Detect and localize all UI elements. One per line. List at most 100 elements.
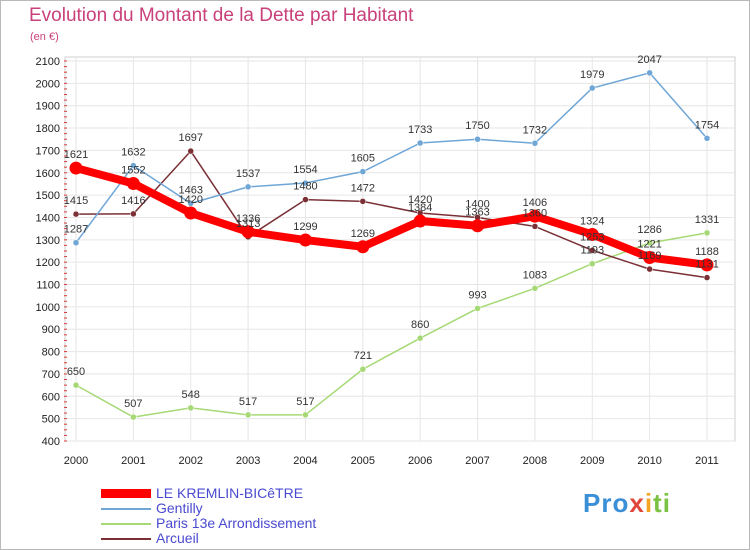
data-point: [531, 223, 539, 230]
x-tick-label: 2008: [523, 455, 547, 467]
data-point: [302, 179, 309, 187]
x-tick-label: 2000: [64, 455, 88, 467]
y-tick-label: 1900: [36, 101, 60, 113]
data-point: [646, 69, 653, 77]
legend-swatch: [101, 523, 151, 525]
data-label: 1083: [523, 269, 547, 281]
data-point: [646, 265, 653, 273]
series-line: [75, 232, 708, 418]
data-label: 1400: [465, 198, 489, 210]
data-label: 1363: [465, 207, 489, 219]
x-tick-label: 2001: [121, 455, 145, 467]
data-point: [585, 227, 599, 241]
data-point: [72, 210, 80, 218]
y-tick-label: 1100: [36, 280, 60, 292]
x-tick-label: 2006: [408, 455, 432, 467]
data-label: 1336: [236, 213, 260, 225]
data-label: 1621: [64, 149, 88, 161]
data-point: [703, 229, 711, 237]
data-label: 1605: [351, 153, 375, 165]
x-tick-label: 2011: [695, 455, 719, 467]
data-point: [531, 285, 539, 292]
series-line: [75, 72, 708, 244]
y-tick-label: 1400: [36, 212, 60, 224]
data-point: [356, 240, 370, 254]
data-point: [359, 198, 367, 205]
data-point: [244, 411, 252, 419]
data-label: 1552: [121, 164, 145, 176]
y-tick-label: 2000: [36, 78, 60, 90]
data-label: 860: [411, 319, 429, 331]
data-label: 1415: [64, 195, 88, 207]
data-label: 1188: [695, 246, 719, 258]
data-point: [187, 404, 194, 412]
x-tick-label: 2004: [293, 455, 317, 467]
chart-subtitle: (en €): [30, 31, 59, 43]
data-label: 1480: [293, 181, 317, 193]
x-tick-label: 2003: [236, 455, 260, 467]
data-point: [646, 239, 653, 247]
data-label: 2047: [637, 54, 661, 66]
data-point: [589, 247, 596, 254]
data-label: 1463: [178, 184, 202, 196]
data-point: [187, 200, 194, 207]
data-point: [416, 334, 424, 342]
data-label: 1420: [178, 194, 202, 206]
data-point: [703, 135, 711, 142]
data-point: [241, 225, 255, 239]
data-label: 1169: [638, 250, 662, 262]
data-point: [471, 219, 485, 233]
data-point: [130, 210, 137, 218]
data-label: 1313: [236, 218, 260, 230]
data-label: 721: [354, 350, 372, 362]
legend-swatch: [101, 538, 151, 540]
legend-swatch: [101, 508, 151, 510]
x-tick-label: 2005: [351, 455, 375, 467]
data-label: 1253: [580, 231, 604, 243]
y-tick-label: 800: [42, 347, 60, 359]
data-label: 650: [67, 366, 85, 378]
data-label: 1193: [580, 245, 604, 257]
data-point: [359, 365, 367, 373]
series-line: [75, 150, 708, 279]
data-label: 1331: [695, 214, 719, 226]
data-label: 548: [182, 389, 200, 401]
data-point: [244, 183, 252, 191]
x-tick-label: 2010: [637, 455, 661, 467]
legend-swatch: [101, 489, 151, 498]
data-point: [72, 381, 80, 389]
data-label: 1299: [293, 221, 317, 233]
x-tick-label: 2009: [580, 455, 604, 467]
data-point: [589, 260, 596, 267]
y-tick-label: 500: [42, 414, 60, 426]
y-tick-label: 1700: [36, 145, 60, 157]
data-point: [302, 196, 309, 203]
data-label: 517: [239, 396, 257, 408]
series-line: [72, 164, 711, 269]
data-point: [589, 84, 596, 92]
legend-label: LE KREMLIN-BICêTRE: [156, 485, 304, 501]
data-label: 1554: [293, 164, 317, 176]
data-point: [359, 168, 367, 175]
data-point: [416, 139, 424, 147]
y-tick-label: 1300: [36, 235, 60, 247]
data-point: [126, 176, 140, 190]
data-point: [474, 135, 481, 143]
data-point: [187, 147, 194, 155]
data-point: [69, 161, 83, 175]
data-label: 1420: [408, 194, 432, 206]
y-tick-label: 1600: [36, 168, 60, 180]
data-point: [302, 411, 309, 419]
data-label: 1697: [178, 132, 202, 144]
data-label: 1750: [465, 120, 489, 132]
y-tick-label: 1800: [36, 123, 60, 135]
data-label: 1360: [523, 207, 547, 219]
y-tick-label: 1000: [36, 302, 60, 314]
proxiti-logo: Proxiti: [583, 488, 671, 518]
data-point: [474, 305, 481, 312]
y-tick-label: 700: [42, 369, 60, 381]
y-tick-label: 1200: [36, 257, 60, 269]
data-point: [298, 233, 312, 247]
y-tick-label: 2100: [36, 56, 60, 68]
